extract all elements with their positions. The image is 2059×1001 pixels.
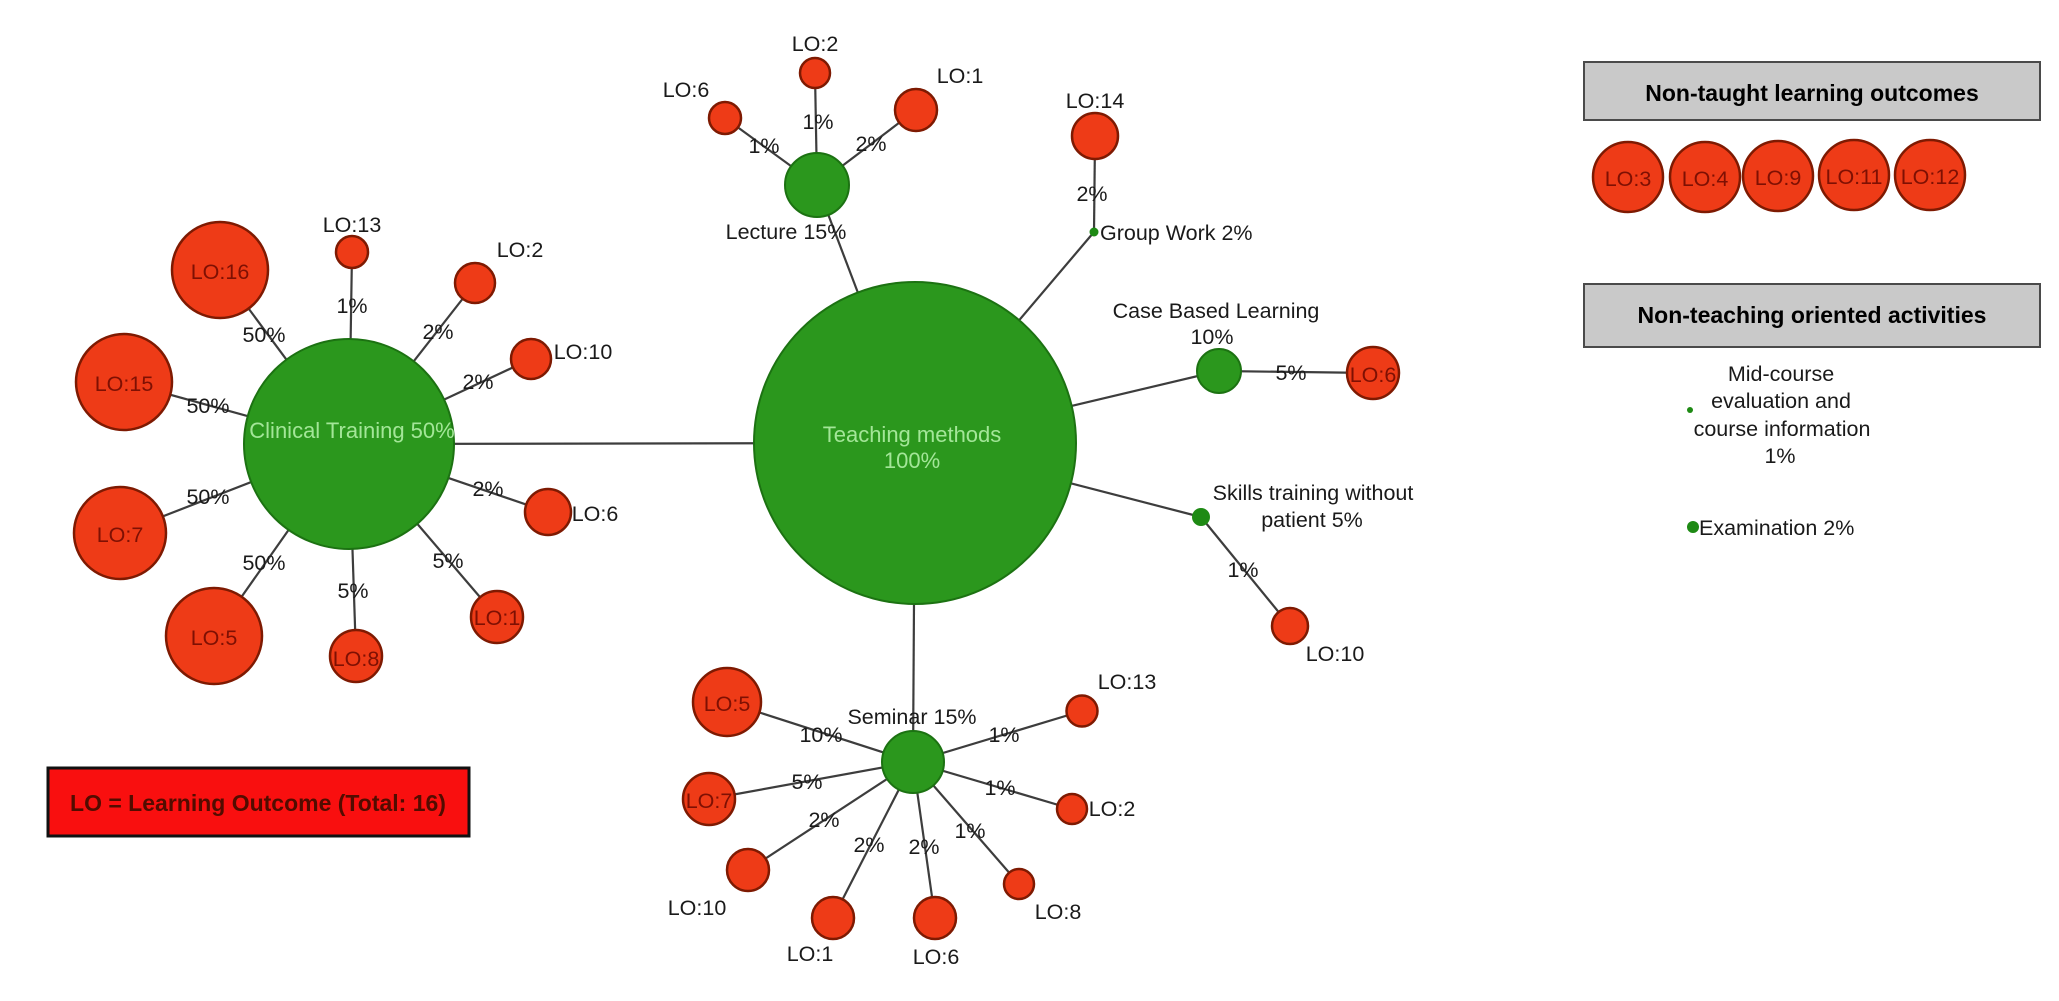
svg-text:2%: 2% <box>472 477 503 501</box>
svg-text:1%: 1% <box>1227 558 1258 582</box>
svg-text:1%: 1% <box>336 294 367 318</box>
svg-text:50%: 50% <box>186 485 229 509</box>
svg-text:LO:1: LO:1 <box>937 64 984 88</box>
svg-text:LO:10: LO:10 <box>1306 642 1365 666</box>
svg-text:50%: 50% <box>242 551 285 575</box>
svg-text:LO:7: LO:7 <box>97 523 144 547</box>
svg-text:Non-taught learning outcomes: Non-taught learning outcomes <box>1645 80 1979 106</box>
svg-text:LO:4: LO:4 <box>1682 167 1729 191</box>
svg-text:5%: 5% <box>337 579 368 603</box>
svg-text:Clinical Training 50%: Clinical Training 50% <box>249 418 454 443</box>
svg-text:Lecture 15%: Lecture 15% <box>726 220 847 244</box>
svg-text:Mid-course: Mid-course <box>1728 362 1834 386</box>
svg-text:2%: 2% <box>422 320 453 344</box>
svg-text:LO:10: LO:10 <box>668 896 727 920</box>
svg-text:LO:5: LO:5 <box>704 692 751 716</box>
svg-text:2%: 2% <box>808 808 839 832</box>
svg-text:LO:3: LO:3 <box>1605 167 1652 191</box>
svg-text:Case Based Learning: Case Based Learning <box>1113 299 1320 323</box>
svg-text:5%: 5% <box>432 549 463 573</box>
svg-text:LO:11: LO:11 <box>1826 165 1883 189</box>
svg-text:LO:8: LO:8 <box>333 647 380 671</box>
svg-text:LO:10: LO:10 <box>554 340 613 364</box>
svg-text:Seminar 15%: Seminar 15% <box>847 705 976 729</box>
svg-text:1%: 1% <box>1764 444 1795 468</box>
svg-text:5%: 5% <box>791 770 822 794</box>
svg-text:50%: 50% <box>186 394 229 418</box>
svg-text:LO:14: LO:14 <box>1066 89 1125 113</box>
svg-text:1%: 1% <box>984 776 1015 800</box>
svg-text:LO:8: LO:8 <box>1035 900 1082 924</box>
svg-text:2%: 2% <box>855 132 886 156</box>
svg-text:LO:1: LO:1 <box>787 942 834 966</box>
svg-text:Skills training without: Skills training without <box>1213 481 1414 505</box>
svg-text:LO:13: LO:13 <box>323 213 382 237</box>
svg-text:5%: 5% <box>1275 361 1306 385</box>
svg-text:2%: 2% <box>1076 182 1107 206</box>
svg-text:LO:13: LO:13 <box>1098 670 1157 694</box>
svg-text:LO:6: LO:6 <box>572 502 619 526</box>
svg-text:1%: 1% <box>748 134 779 158</box>
svg-text:2%: 2% <box>853 833 884 857</box>
svg-text:Group Work 2%: Group Work 2% <box>1100 221 1253 245</box>
svg-text:LO:5: LO:5 <box>191 626 238 650</box>
svg-text:LO:15: LO:15 <box>95 372 154 396</box>
svg-text:evaluation and: evaluation and <box>1711 389 1851 413</box>
svg-text:LO:12: LO:12 <box>1901 165 1960 189</box>
svg-text:LO = Learning Outcome (Total:: LO = Learning Outcome (Total: 16) <box>70 790 446 816</box>
svg-text:Examination 2%: Examination 2% <box>1699 516 1854 540</box>
svg-text:2%: 2% <box>908 835 939 859</box>
svg-text:Non-teaching oriented activiti: Non-teaching oriented activities <box>1638 302 1987 328</box>
svg-text:patient 5%: patient 5% <box>1261 508 1363 532</box>
svg-text:LO:16: LO:16 <box>191 260 250 284</box>
svg-text:LO:2: LO:2 <box>497 238 544 262</box>
svg-text:10%: 10% <box>1190 325 1233 349</box>
svg-text:1%: 1% <box>988 723 1019 747</box>
svg-text:LO:9: LO:9 <box>1755 166 1802 190</box>
svg-text:1%: 1% <box>802 110 833 134</box>
svg-text:course information: course information <box>1694 417 1871 441</box>
svg-text:LO:6: LO:6 <box>1350 363 1397 387</box>
svg-text:LO:6: LO:6 <box>913 945 960 969</box>
svg-text:10%: 10% <box>799 723 842 747</box>
svg-text:50%: 50% <box>242 323 285 347</box>
svg-text:2%: 2% <box>462 370 493 394</box>
svg-text:LO:2: LO:2 <box>1089 797 1136 821</box>
svg-text:Teaching methods: Teaching methods <box>823 422 1002 447</box>
svg-text:1%: 1% <box>954 819 985 843</box>
svg-text:100%: 100% <box>884 448 940 473</box>
svg-text:LO:6: LO:6 <box>663 78 710 102</box>
svg-text:LO:1: LO:1 <box>474 606 521 630</box>
svg-text:LO:2: LO:2 <box>792 32 839 56</box>
svg-text:LO:7: LO:7 <box>686 789 733 813</box>
